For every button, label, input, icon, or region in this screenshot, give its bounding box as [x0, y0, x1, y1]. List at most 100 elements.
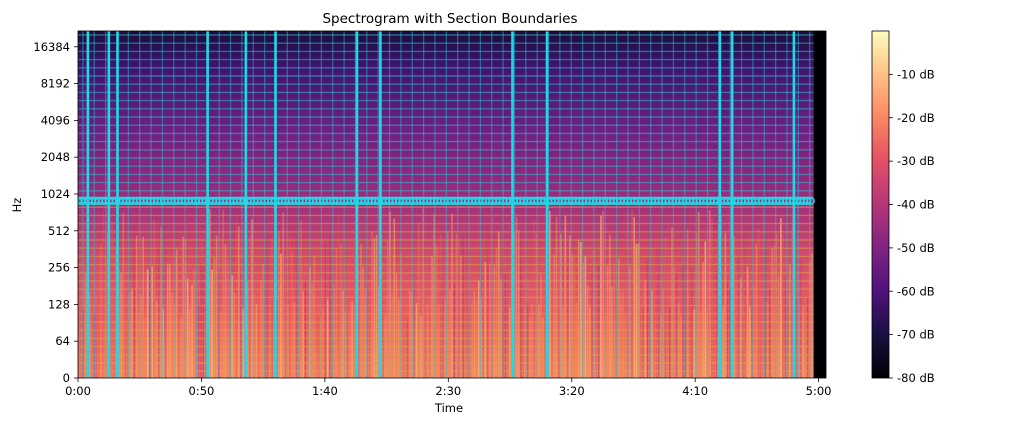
x-tick-label: 5:00 — [806, 384, 832, 398]
spectrogram-column — [544, 278, 547, 378]
y-axis-ticks: 0 64 128 256 512 1024 2048 4096 8192 16384 — [33, 40, 78, 385]
spectrogram-column — [111, 220, 113, 378]
y-tick-label: 4096 — [41, 113, 70, 127]
spectrogram-column — [409, 290, 411, 378]
spectrogram-column — [504, 274, 507, 378]
spectrogram-column — [584, 255, 587, 378]
spectrogram-column — [542, 317, 544, 378]
spectrogram-column — [702, 261, 704, 378]
spectrogram-column — [691, 267, 693, 378]
spectrogram-column — [224, 243, 227, 378]
colorbar-tick-label: -80 dB — [897, 371, 935, 385]
spectrogram-column — [93, 312, 96, 378]
spectrogram-column — [489, 262, 491, 378]
plot-frame — [77, 30, 827, 379]
spectrogram-column — [126, 268, 129, 378]
spectrogram-column — [240, 272, 242, 378]
spectrogram-column — [777, 275, 780, 378]
spectrogram-column — [700, 310, 702, 378]
spectrogram-column — [260, 280, 262, 378]
spectrogram-column — [311, 284, 313, 378]
spectrogram-column — [704, 241, 707, 378]
spectrogram-column — [497, 231, 500, 378]
spectrogram-column — [622, 289, 624, 378]
spectrogram-column — [131, 288, 133, 378]
spectrogram-column — [697, 212, 700, 378]
spectrogram-column — [375, 234, 378, 378]
spectrogram-column — [320, 317, 322, 378]
spectrogram-column — [733, 236, 736, 378]
spectrogram-column — [297, 222, 300, 378]
spectrogram-column — [653, 245, 656, 378]
spectrogram-column — [140, 294, 142, 378]
spectrogram-column — [673, 267, 676, 378]
spectrogram-column — [295, 235, 298, 378]
x-axis-label: Time — [434, 401, 463, 415]
spectrogram-column — [688, 261, 691, 378]
spectrogram-column — [513, 231, 516, 378]
spectrogram-column — [524, 307, 527, 378]
spectrogram-column — [171, 292, 173, 378]
spectrogram-column — [400, 253, 402, 378]
spectrogram-column — [509, 307, 511, 378]
spectrogram-column — [395, 272, 398, 378]
colorbar-tick-label: -40 dB — [897, 198, 935, 212]
spectrogram-column — [791, 226, 793, 378]
spectrogram-column — [575, 302, 578, 378]
spectrogram-column — [740, 277, 742, 378]
spectrogram-column — [264, 220, 267, 378]
spectrogram-column — [768, 289, 771, 378]
y-tick-label: 256 — [48, 261, 70, 275]
spectrogram-column — [722, 306, 724, 378]
spectrogram-column — [735, 301, 738, 378]
spectrogram-column — [500, 278, 502, 378]
spectrogram-column — [226, 259, 229, 378]
spectrogram-column — [748, 306, 751, 378]
spectrogram-column — [762, 210, 764, 378]
spectrogram-column — [577, 240, 580, 378]
spectrogram-column — [693, 309, 696, 378]
spectrogram-column — [277, 231, 280, 378]
spectrogram-column — [804, 297, 807, 378]
spectrogram-column — [280, 253, 282, 378]
spectrogram-column — [180, 317, 182, 378]
spectrogram-column — [253, 293, 256, 378]
spectrogram-column — [737, 257, 740, 378]
spectrogram-column — [82, 309, 85, 378]
spectrogram-column — [95, 304, 98, 378]
spectrogram-column — [91, 256, 93, 378]
spectrogram-column — [486, 225, 489, 378]
spectrogram-column — [213, 256, 216, 378]
colorbar-tick-label: -30 dB — [897, 154, 935, 168]
spectrogram-column — [200, 263, 202, 378]
spectrogram-column — [189, 308, 191, 378]
spectrogram-column — [635, 243, 638, 378]
spectrogram-column — [393, 218, 396, 378]
spectrogram-column — [162, 309, 165, 378]
x-tick-label: 2:30 — [435, 384, 461, 398]
spectrogram-column — [369, 263, 371, 378]
spectrogram-column — [160, 226, 162, 378]
spectrogram-column — [540, 274, 542, 378]
spectrogram-column — [220, 312, 222, 378]
spectrogram-column — [315, 245, 318, 378]
spectrogram-column — [222, 209, 225, 378]
colorbar-tick-label: -20 dB — [897, 111, 935, 125]
spectrogram-column — [153, 219, 156, 378]
spectrogram-column — [755, 243, 758, 378]
spectrogram-column — [664, 236, 667, 378]
colorbar — [871, 30, 890, 379]
spectrogram-column — [642, 306, 644, 378]
boundary-markers — [78, 196, 815, 206]
spectrogram-column — [202, 267, 205, 378]
spectrogram-column — [675, 271, 678, 378]
spectrogram-column — [671, 227, 673, 378]
spectrogram-column — [566, 243, 569, 378]
spectrogram-column — [706, 312, 709, 378]
spectrogram-column — [269, 308, 271, 378]
spectrogram-column — [262, 263, 265, 378]
spectrogram-column — [686, 229, 689, 378]
spectrogram-column — [460, 256, 462, 378]
spectrogram-column — [457, 240, 460, 378]
spectrogram-column — [557, 261, 560, 378]
